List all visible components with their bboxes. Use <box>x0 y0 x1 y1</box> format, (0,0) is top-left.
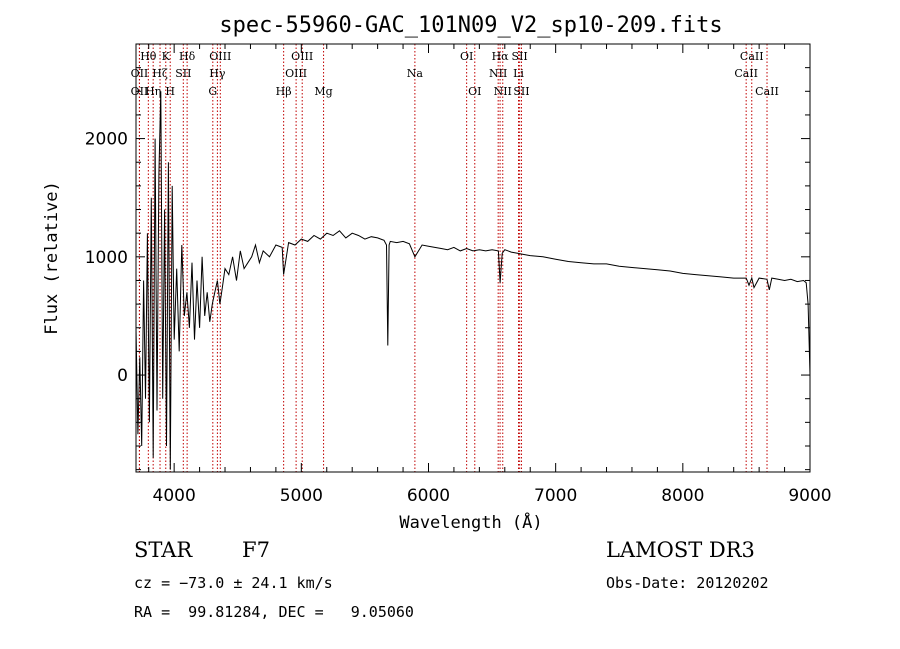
marker-label-1: K <box>162 50 171 63</box>
marker-label-27: CaII <box>755 85 779 98</box>
flux-series-line <box>135 91 811 470</box>
marker-label-7: SII <box>512 50 528 63</box>
marker-label-13: OIII <box>285 67 307 80</box>
observation-date: Obs-Date: 20120202 <box>606 574 769 592</box>
y-tick-label-2000: 2000 <box>85 130 128 150</box>
marker-label-25: NII <box>494 85 512 98</box>
marker-label-24: OI <box>468 85 481 98</box>
y-axis-label: Flux (relative) <box>42 181 62 335</box>
emission-line-markers <box>138 44 768 472</box>
marker-label-0: Hθ <box>140 50 157 63</box>
y-tick-label-1000: 1000 <box>85 248 128 268</box>
subclass: F7 <box>242 538 270 562</box>
x-tick-label-6000: 6000 <box>407 486 450 506</box>
coordinates: RA = 99.81284, DEC = 9.05060 <box>134 603 414 621</box>
x-tick-label-8000: 8000 <box>661 486 704 506</box>
x-tick-label-7000: 7000 <box>534 486 577 506</box>
marker-label-10: Hζ <box>152 67 168 80</box>
marker-label-11: SII <box>175 67 191 80</box>
marker-label-12: Hγ <box>209 67 226 80</box>
marker-label-2: Hδ <box>179 50 196 63</box>
marker-label-26: SII <box>513 85 529 98</box>
plot-frame <box>135 43 811 473</box>
redshift-velocity: cz = −73.0 ± 24.1 km/s <box>134 574 333 592</box>
x-tick-label-9000: 9000 <box>788 486 831 506</box>
chart-title: spec-55960-GAC_101N09_V2_sp10-209.fits <box>219 13 722 38</box>
x-tick-label-5000: 5000 <box>280 486 323 506</box>
x-axis-ticks: 4000 5000 6000 7000 8000 9000 <box>148 44 832 506</box>
y-tick-label-0: 0 <box>117 366 128 386</box>
marker-label-5: OI <box>460 50 473 63</box>
x-tick-label-4000: 4000 <box>153 486 196 506</box>
object-type: STAR <box>134 538 193 562</box>
marker-label-8: CaII <box>740 50 764 63</box>
marker-label-19: Hη <box>145 85 161 98</box>
survey-name: LAMOST DR3 <box>606 538 755 562</box>
marker-label-3: OIII <box>209 50 231 63</box>
marker-label-6: Hα <box>492 50 510 63</box>
marker-label-9: OII <box>131 67 149 80</box>
marker-label-20: H <box>165 85 175 98</box>
marker-label-16: Li <box>513 67 524 80</box>
marker-label-4: OIII <box>291 50 313 63</box>
x-axis-label: Wavelength (Å) <box>399 511 542 533</box>
marker-label-22: Hβ <box>276 85 292 98</box>
marker-label-17: CaII <box>734 67 758 80</box>
marker-label-15: NII <box>489 67 507 80</box>
marker-label-21: G <box>208 85 217 98</box>
marker-label-14: Na <box>407 67 424 80</box>
y-axis-ticks: 0 1000 2000 <box>85 43 810 471</box>
marker-label-23: Mg <box>314 85 332 98</box>
